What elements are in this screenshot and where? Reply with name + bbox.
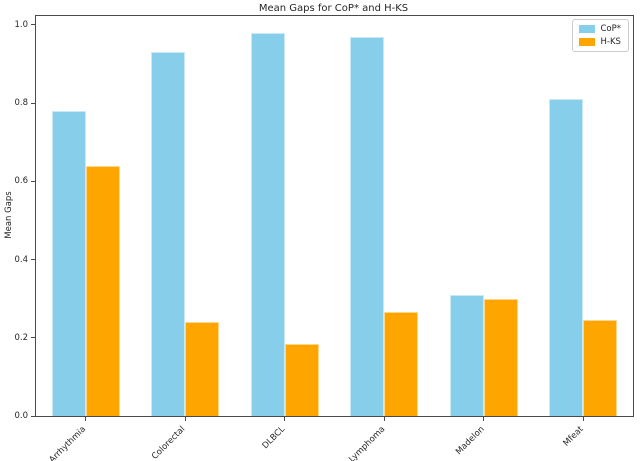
y-axis-label: Mean Gaps: [4, 191, 14, 239]
y-tick-mark: [31, 259, 35, 261]
x-tick-mark: [284, 417, 286, 421]
y-tick-mark: [31, 102, 35, 104]
bar-cop-colorectal: [151, 52, 186, 416]
bar-hks-mfeat: [583, 320, 618, 416]
legend-label-cop: CoP*: [600, 24, 621, 34]
x-tick-label-madelon: Madelon: [453, 424, 487, 458]
y-tick-label: 0.0: [14, 411, 28, 421]
legend-swatch-cop: [579, 25, 596, 33]
y-tick-label: 0.8: [14, 98, 28, 109]
x-tick-label-dlbcl: DLBCL: [260, 424, 288, 452]
x-tick-label-colorectal: Colorectal: [150, 424, 188, 461]
y-tick-mark: [31, 24, 35, 26]
y-tick-label: 0.4: [14, 254, 28, 265]
x-tick-mark: [582, 417, 584, 421]
y-tick-label: 0.6: [14, 176, 28, 187]
y-tick-mark: [31, 180, 35, 182]
x-tick-label-arrhythmia: Arrhythmia: [47, 424, 89, 461]
legend: CoP* H-KS: [572, 19, 629, 52]
legend-entry-hks: H-KS: [579, 37, 621, 47]
x-tick-mark: [85, 417, 87, 421]
bar-cop-madelon: [449, 295, 484, 416]
x-tick-mark: [383, 417, 385, 421]
bar-hks-lymphoma: [384, 312, 419, 416]
x-tick-label-lymphoma: Lymphoma: [346, 424, 387, 461]
bar-hks-madelon: [483, 299, 518, 416]
bar-hks-colorectal: [185, 322, 220, 416]
y-tick-label: 1.0: [14, 19, 28, 30]
plot-area: CoP* H-KS 0.0 0.2 0.4 0.6 0.8 1.0 Arrhythmia Co…: [14, 15, 634, 461]
x-tick-mark: [483, 417, 485, 421]
legend-entry-cop: CoP*: [579, 24, 621, 34]
y-tick-mark: [31, 337, 35, 339]
bar-cop-dlbcl: [250, 33, 285, 416]
x-tick-mark: [184, 417, 186, 421]
legend-label-hks: H-KS: [600, 37, 621, 47]
legend-swatch-hks: [579, 38, 596, 46]
bar-hks-dlbcl: [284, 344, 319, 416]
bar-cop-mfeat: [549, 99, 584, 416]
chart-title: Mean Gaps for CoP* and H-KS: [258, 3, 409, 14]
bar-cop-arrhythmia: [51, 111, 86, 416]
y-tick-label: 0.2: [14, 332, 28, 343]
x-tick-label-mfeat: Mfeat: [561, 424, 586, 449]
y-tick-mark: [31, 415, 35, 417]
bar-cop-lymphoma: [350, 37, 385, 416]
bar-hks-arrhythmia: [85, 166, 120, 416]
